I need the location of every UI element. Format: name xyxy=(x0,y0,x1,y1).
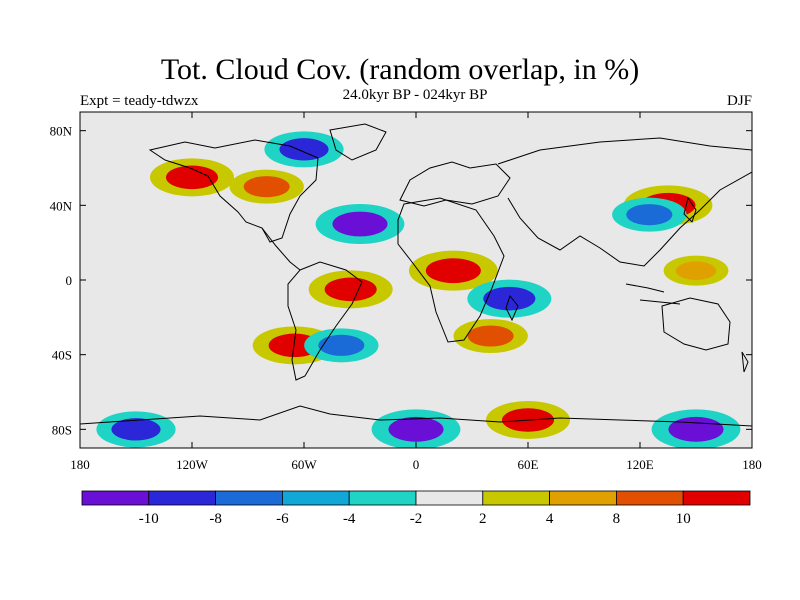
x-tick-label: 180 xyxy=(70,457,90,472)
colorbar-swatch xyxy=(482,490,550,506)
field-region xyxy=(279,138,329,161)
chart-subtitle: 24.0kyr BP - 024kyr BP xyxy=(342,87,488,103)
colorbar-swatch xyxy=(215,490,283,506)
field-region xyxy=(332,211,388,237)
y-tick-label: 80N xyxy=(50,124,73,139)
x-tick-label: 0 xyxy=(413,457,420,472)
colorbar-label: 4 xyxy=(546,511,554,527)
field-region xyxy=(111,418,161,441)
x-tick-label: 180 xyxy=(742,457,762,472)
map-axes: 180 120W 60W 0 60E 120E 180 80N 40N 0 40S 80S xyxy=(50,112,762,472)
x-tick-label: 120W xyxy=(176,457,209,472)
colorbar-label: 8 xyxy=(613,511,621,527)
x-tick-label: 60W xyxy=(291,457,317,472)
field-region xyxy=(243,176,290,198)
colorbar-label: -2 xyxy=(410,511,423,527)
colorbar-label: 2 xyxy=(479,511,487,527)
colorbar-swatch xyxy=(81,490,150,506)
y-tick-label: 80S xyxy=(52,422,72,437)
colorbar-swatch xyxy=(415,490,484,506)
field-region xyxy=(668,416,724,442)
colorbar-swatch xyxy=(148,490,217,506)
coastlines xyxy=(80,123,752,427)
colorbar-swatch xyxy=(682,490,751,506)
field-region xyxy=(626,204,673,226)
y-tick-label: 0 xyxy=(66,273,73,288)
colorbar: -10 -8 -6 -4 -2 2 4 8 10 xyxy=(81,490,751,527)
y-tick-label: 40S xyxy=(52,348,72,363)
season-label: DJF xyxy=(726,93,752,109)
colorbar-label: -10 xyxy=(139,511,159,527)
colorbar-label: -6 xyxy=(276,511,289,527)
field-region xyxy=(675,261,717,280)
field-region xyxy=(425,258,481,284)
field-region xyxy=(467,325,514,347)
colorbar-swatch xyxy=(616,490,684,506)
colorbar-swatch xyxy=(549,490,617,506)
field-region xyxy=(318,334,365,356)
colorbar-label: -8 xyxy=(209,511,222,527)
colorbar-swatch xyxy=(348,490,417,506)
cloud-cover-field xyxy=(96,131,741,448)
y-tick-label: 40N xyxy=(50,198,73,213)
field-region xyxy=(324,277,377,302)
colorbar-swatch xyxy=(281,490,350,506)
experiment-label: Expt = teady-tdwzx xyxy=(80,93,199,109)
x-tick-label: 60E xyxy=(518,457,539,472)
colorbar-label: 10 xyxy=(676,511,691,527)
chart-title: Tot. Cloud Cov. (random overlap, in %) xyxy=(160,53,640,86)
field-region xyxy=(388,416,444,442)
colorbar-label: -4 xyxy=(343,511,356,527)
x-tick-label: 120E xyxy=(626,457,654,472)
field-region xyxy=(165,165,219,190)
